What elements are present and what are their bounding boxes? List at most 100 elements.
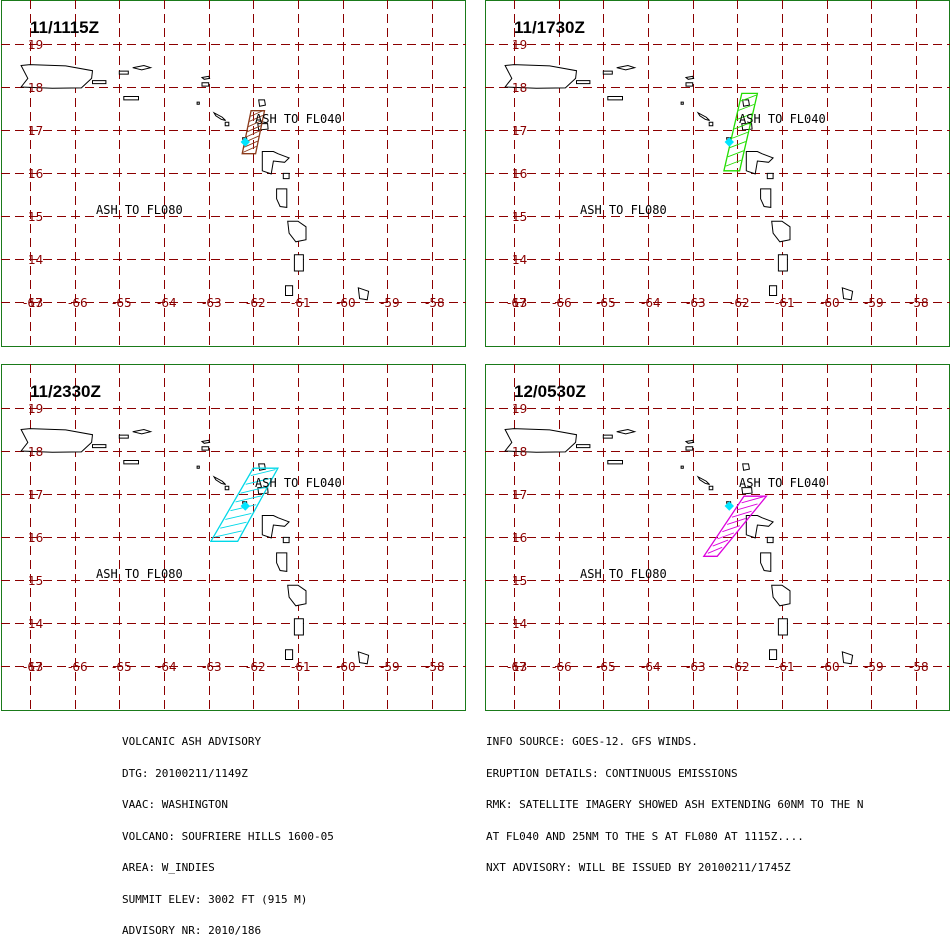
ash-plume-green — [723, 92, 759, 172]
forecast-time-label: 11/1730Z — [514, 18, 585, 37]
ash-plume-hatch — [246, 130, 260, 138]
longitude-label: -63 — [202, 660, 222, 674]
island-guadeloupe — [745, 515, 775, 539]
island-barbados — [357, 651, 370, 665]
advisory-summit-elev: SUMMIT ELEV: 3002 FT (915 M) — [122, 892, 308, 906]
latitude-label: 16 — [28, 531, 43, 545]
map-panel-3: 19 18 17 16 15 14 13 -67 -66 -65 -64 -63 -62 -61 -60 -5… — [1, 364, 466, 711]
island-saba — [680, 101, 684, 105]
ash-plume-hatch — [717, 532, 735, 540]
longitude-label: -61 — [775, 660, 795, 674]
latitude-label: 15 — [512, 210, 527, 224]
ash-plume-hatch — [712, 539, 729, 547]
island-barbuda — [742, 463, 750, 471]
map-canvas: 19 18 17 16 15 14 13-67 -66 -65 -64 -63 -62 -61 -60 -5… — [485, 364, 950, 711]
longitude-label: -58 — [425, 660, 445, 674]
longitude-label: -60 — [820, 660, 840, 674]
ash-plume-hatch — [722, 525, 740, 533]
map-panel-2: 19 18 17 16 15 14 13 -67 -66 -65 -64 -63 -62 -61 -60 -5… — [485, 0, 950, 347]
island-st-lucia — [777, 254, 788, 272]
island-st-kitts — [696, 111, 710, 121]
island-st-croix — [123, 460, 139, 465]
volcano-vent-marker — [724, 137, 735, 147]
island-anguilla — [200, 75, 211, 80]
island-martinique — [287, 584, 307, 607]
latitude-label: 14 — [512, 617, 527, 631]
longitude-label: -65 — [112, 660, 132, 674]
longitude-label: -67 — [23, 660, 43, 674]
longitude-label: -67 — [23, 296, 43, 310]
island-barbados — [357, 287, 370, 301]
island-puerto-rico — [504, 64, 578, 89]
coastlines — [504, 64, 854, 301]
longitude-label: -64 — [157, 660, 177, 674]
island-barbuda — [742, 99, 750, 107]
longitude-label: -59 — [380, 296, 400, 310]
island-marie-galante — [766, 172, 774, 180]
island-barbados — [841, 651, 854, 665]
ash-plume-hatch — [736, 503, 758, 511]
island-marie-galante — [766, 536, 774, 544]
ash-plume-hatch — [731, 131, 748, 139]
coastlines — [20, 428, 370, 665]
island-dominica — [760, 552, 772, 572]
longitude-label: -66 — [552, 660, 572, 674]
latitude-label: 15 — [28, 574, 43, 588]
ash-level-label-fl080: ASH TO FL080 — [580, 203, 667, 217]
advisory-volcano: VOLCANO: SOUFRIERE HILLS 1600-05 — [122, 829, 334, 843]
island-vieques — [576, 444, 591, 449]
graticule — [1, 364, 466, 711]
ash-level-label-fl080: ASH TO FL080 — [580, 567, 667, 581]
longitude-label: -64 — [641, 296, 661, 310]
island-anguilla — [684, 439, 695, 444]
latitude-label: 16 — [512, 531, 527, 545]
latitude-label: 15 — [28, 210, 43, 224]
island-st-martin — [201, 82, 210, 87]
latitude-label: 19 — [28, 402, 43, 416]
ash-plume-outline — [241, 110, 266, 155]
latitude-label: 18 — [512, 445, 527, 459]
island-st-croix — [607, 460, 623, 465]
island-marie-galante — [282, 536, 290, 544]
longitude-label: -58 — [909, 660, 929, 674]
longitude-label: -65 — [112, 296, 132, 310]
ash-plume-hatch — [725, 159, 742, 167]
island-st-vincent — [285, 285, 294, 296]
ash-plume-hatch — [736, 113, 753, 121]
ash-plume-hatch — [242, 145, 257, 153]
forecast-time-label: 12/0530Z — [514, 382, 586, 401]
island-st-vincent — [285, 649, 294, 660]
longitude-label: -59 — [864, 296, 884, 310]
latitude-label: 13 — [28, 660, 43, 674]
latitude-label: 13 — [512, 296, 527, 310]
island-martinique — [771, 584, 791, 607]
island-st-lucia — [777, 618, 788, 636]
longitude-label: -62 — [246, 296, 266, 310]
longitude-label: -62 — [730, 660, 750, 674]
island-martinique — [771, 220, 791, 243]
longitude-label: -60 — [336, 660, 356, 674]
island-guadeloupe — [261, 515, 291, 539]
advisory-remarks-cont: AT FL040 AND 25NM TO THE S AT FL080 AT 1… — [486, 829, 804, 843]
ash-plume-hatch — [734, 122, 751, 130]
advisory-eruption-details: ERUPTION DETAILS: CONTINUOUS EMISSIONS — [486, 766, 738, 780]
island-guadeloupe — [261, 151, 291, 175]
graticule — [485, 364, 950, 711]
ash-plume-hatch — [220, 521, 247, 529]
island-st-kitts — [212, 111, 226, 121]
island-guadeloupe — [745, 151, 775, 175]
longitude-label: -63 — [686, 296, 706, 310]
island-vieques — [576, 80, 591, 85]
ash-plume-hatch — [247, 125, 261, 133]
ash-plume-hatch — [235, 495, 262, 503]
ash-plume-outline — [209, 467, 279, 542]
island-st-croix — [607, 96, 623, 101]
latitude-label: 14 — [28, 253, 43, 267]
latitude-label: 13 — [28, 296, 43, 310]
longitude-label: -60 — [820, 296, 840, 310]
longitude-label: -61 — [291, 296, 311, 310]
coastlines — [20, 64, 370, 301]
longitude-label: -67 — [507, 296, 527, 310]
ash-plume-hatch — [248, 120, 263, 127]
island-saba — [680, 465, 684, 469]
